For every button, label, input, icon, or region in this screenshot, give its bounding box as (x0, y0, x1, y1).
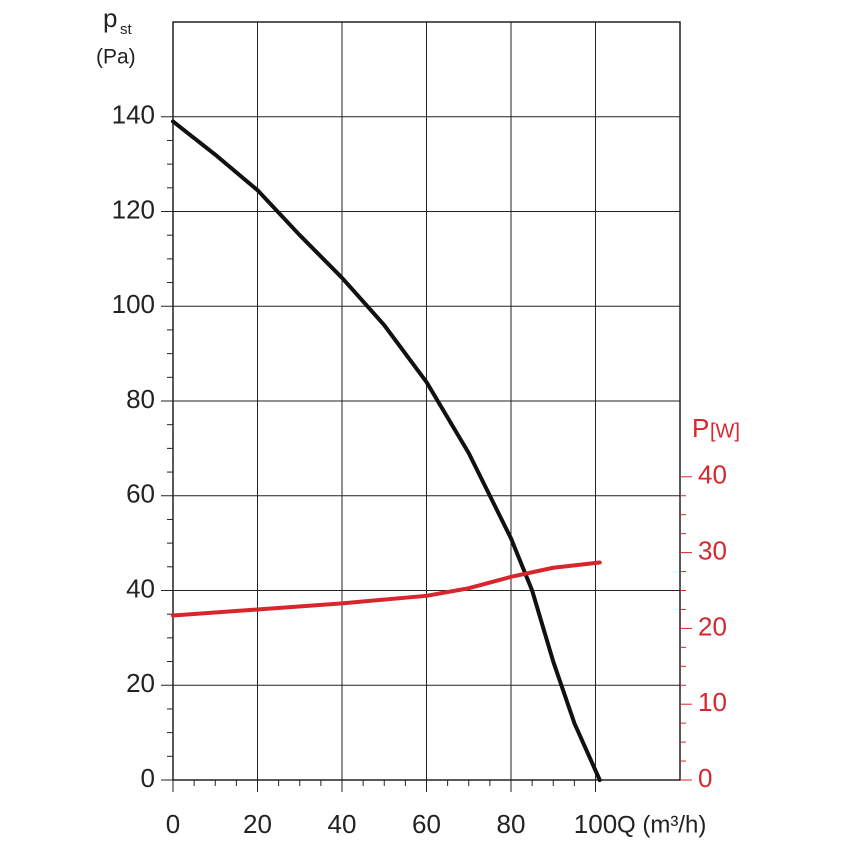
y-tick-label: 0 (141, 763, 155, 793)
y-unit: (Pa) (96, 46, 136, 69)
y-tick-label: 60 (126, 479, 155, 509)
y-tick-label: 100 (112, 289, 155, 319)
x-tick-label: 100 (574, 809, 617, 839)
y2-tick-label: 40 (698, 460, 727, 490)
y2-tick-label: 20 (698, 611, 727, 641)
y-tick-label: 140 (112, 100, 155, 130)
x-label: Q (m³/h) (617, 811, 706, 838)
y2-unit: [W] (710, 420, 740, 442)
x-tick-label: 60 (412, 809, 441, 839)
data-line (171, 119, 602, 782)
x-tick-label: 40 (328, 809, 357, 839)
y2-tick-label: 0 (698, 763, 712, 793)
y-tick-label: 80 (126, 384, 155, 414)
y-label: p (103, 3, 117, 33)
y-tick-label: 40 (126, 573, 155, 603)
y-tick-label: 20 (126, 668, 155, 698)
x-tick-label: 0 (166, 809, 180, 839)
y2-tick-label: 10 (698, 687, 727, 717)
x-tick-label: 20 (243, 809, 272, 839)
x-tick-label: 80 (497, 809, 526, 839)
data-line (171, 560, 602, 618)
y2-tick-label: 30 (698, 535, 727, 565)
y-tick-label: 120 (112, 194, 155, 224)
y-label-subscript: st (120, 21, 133, 38)
y2-label: P (692, 413, 709, 443)
